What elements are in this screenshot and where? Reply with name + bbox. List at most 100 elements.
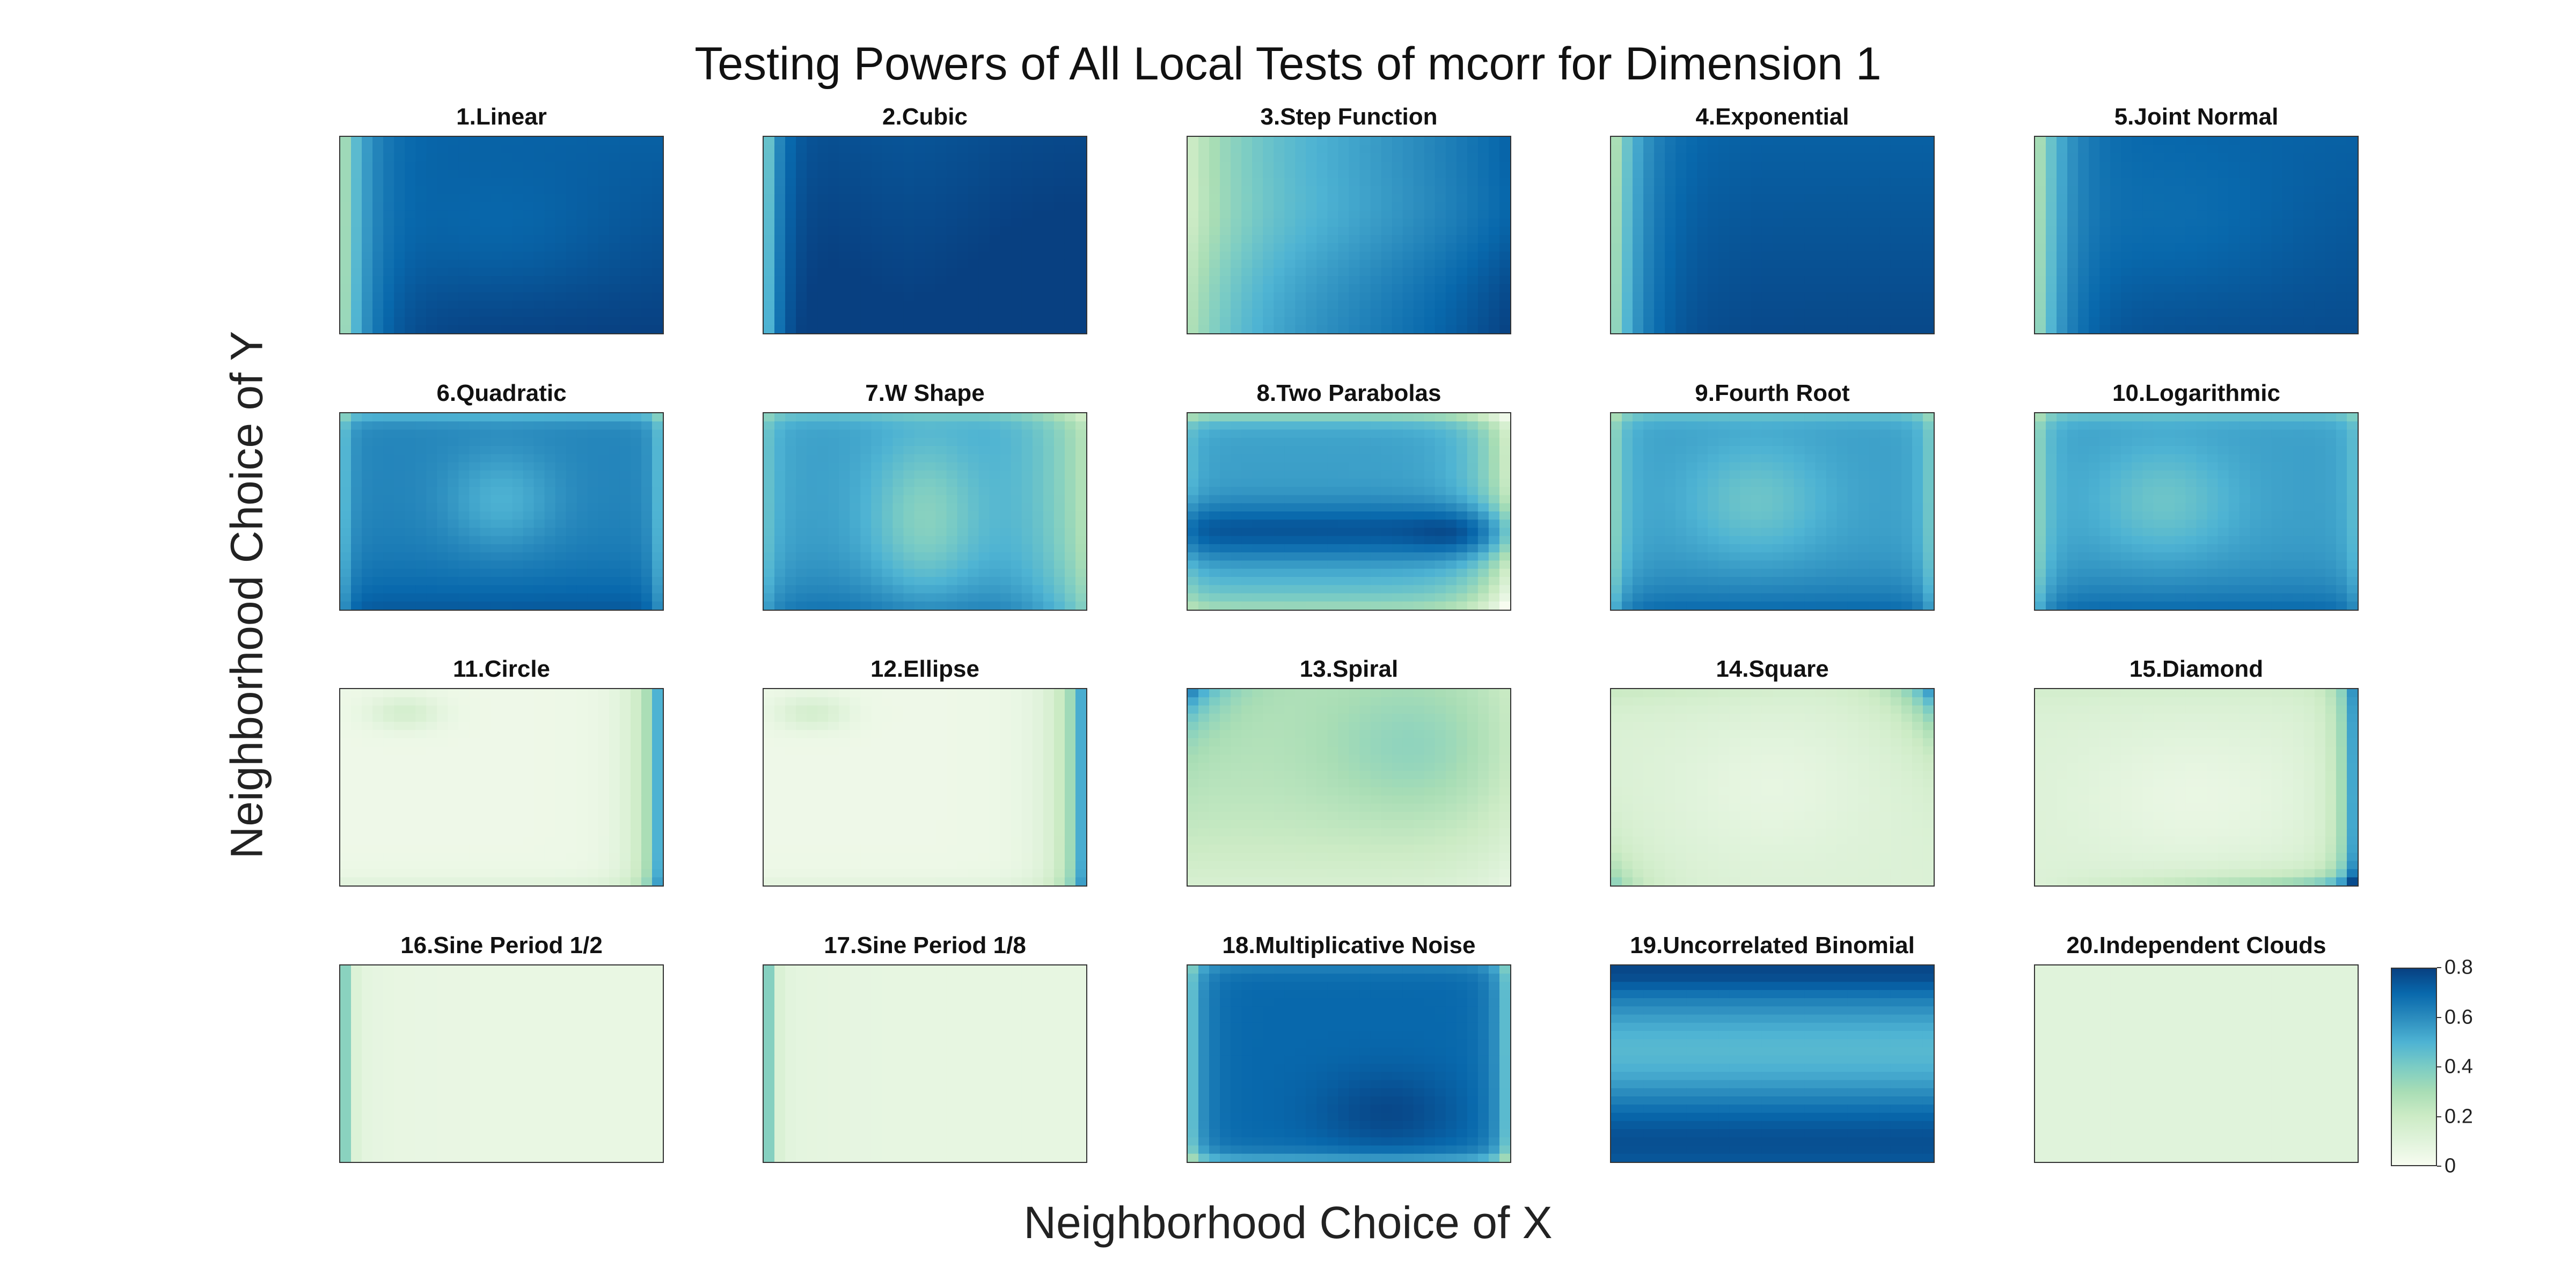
- heatmap-cell: [1064, 210, 1076, 219]
- heatmap-cell: [630, 268, 642, 276]
- heatmap-cell: [1729, 226, 1741, 236]
- heatmap-cell: [828, 479, 840, 487]
- heatmap-cell: [1922, 317, 1934, 326]
- heatmap-cell: [1445, 292, 1457, 301]
- heatmap-cell: [1295, 276, 1307, 285]
- heatmap-cell: [968, 429, 979, 438]
- heatmap-cell: [1633, 259, 1644, 268]
- heatmap-cell: [914, 153, 926, 162]
- heatmap-cell: [1456, 226, 1468, 236]
- heatmap-cell: [2207, 301, 2219, 309]
- heatmap-cell: [1220, 170, 1231, 178]
- heatmap-cell: [2196, 301, 2208, 309]
- heatmap-cell: [785, 544, 796, 553]
- heatmap-cell: [817, 268, 829, 276]
- heatmap-cell: [1392, 235, 1403, 244]
- heatmap-cell: [394, 503, 406, 512]
- heatmap-cell: [2303, 202, 2315, 211]
- heatmap-cell: [1011, 552, 1022, 561]
- heatmap-cell: [903, 292, 915, 301]
- heatmap-cell: [1633, 186, 1644, 195]
- heatmap-cell: [1000, 511, 1012, 520]
- heatmap-cell: [796, 470, 807, 479]
- heatmap-cell: [1815, 284, 1827, 293]
- heatmap-cell: [2153, 317, 2165, 326]
- heatmap-cell: [2293, 243, 2304, 252]
- heatmap-cell: [828, 421, 840, 430]
- heatmap-cell: [1858, 170, 1870, 178]
- heatmap-cell: [764, 568, 775, 577]
- heatmap-cell: [1000, 268, 1012, 276]
- heatmap-cell: [609, 454, 620, 463]
- heatmap-cell: [576, 577, 588, 586]
- heatmap-cell: [491, 325, 502, 333]
- heatmap-cell: [362, 413, 373, 422]
- heatmap-cell: [362, 487, 373, 496]
- heatmap-cell: [1836, 202, 1848, 211]
- heatmap-cell: [1435, 243, 1446, 252]
- heatmap-cell: [1740, 259, 1752, 268]
- heatmap-cell: [1729, 202, 1741, 211]
- heatmap-cell: [968, 317, 979, 326]
- heatmap-cell: [555, 301, 567, 309]
- heatmap-cell: [839, 161, 851, 170]
- heatmap-cell: [1359, 317, 1371, 326]
- heatmap-panel: 5.Joint Normal: [2034, 104, 2359, 334]
- heatmap-cell: [978, 544, 990, 553]
- heatmap-cell: [1252, 251, 1264, 260]
- heatmap-cell: [2239, 268, 2251, 276]
- heatmap-cell: [2067, 153, 2079, 162]
- heatmap-cell: [415, 511, 427, 520]
- heatmap-cell: [796, 218, 807, 228]
- heatmap-cell: [1043, 568, 1055, 577]
- heatmap-cell: [903, 145, 915, 154]
- heatmap-cell: [1011, 170, 1022, 178]
- heatmap-plot: [763, 412, 1087, 611]
- heatmap-cell: [1316, 235, 1328, 244]
- heatmap-cell: [458, 178, 470, 187]
- heatmap-cell: [968, 454, 979, 463]
- heatmap-cell: [1188, 137, 1199, 145]
- heatmap-cell: [2260, 186, 2272, 195]
- heatmap-cell: [1220, 153, 1231, 162]
- heatmap-cell: [1901, 284, 1913, 293]
- heatmap-cell: [1772, 235, 1784, 244]
- heatmap-cell: [1488, 170, 1500, 178]
- heatmap-cell: [1327, 317, 1339, 326]
- heatmap-cell: [426, 593, 438, 602]
- heatmap-cell: [2250, 268, 2262, 276]
- heatmap-cell: [523, 276, 535, 285]
- heatmap-cell: [1252, 309, 1264, 318]
- heatmap-cell: [1370, 259, 1382, 268]
- heatmap-cell: [458, 462, 470, 471]
- heatmap-cell: [957, 421, 969, 430]
- heatmap-cell: [576, 276, 588, 285]
- heatmap-cell: [652, 317, 663, 326]
- heatmap-cell: [523, 552, 535, 561]
- heatmap-cell: [1295, 259, 1307, 268]
- heatmap-cell: [652, 243, 663, 252]
- heatmap-cell: [501, 161, 513, 170]
- heatmap-cell: [1654, 309, 1665, 318]
- heatmap-cell: [1011, 577, 1022, 586]
- heatmap-cell: [1456, 309, 1468, 318]
- heatmap-cell: [817, 301, 829, 309]
- heatmap-cell: [978, 454, 990, 463]
- heatmap-cell: [501, 325, 513, 333]
- heatmap-cell: [2207, 178, 2219, 187]
- heatmap-cell: [882, 268, 894, 276]
- heatmap-cell: [555, 519, 567, 529]
- heatmap-cell: [1252, 276, 1264, 285]
- heatmap-cell: [2207, 317, 2219, 326]
- heatmap-cell: [785, 421, 796, 430]
- heatmap-cell: [2164, 251, 2176, 260]
- heatmap-cell: [372, 585, 384, 594]
- heatmap-cell: [2185, 202, 2197, 211]
- y-axis-label: Neighborhood Choice of Y: [221, 331, 272, 859]
- heatmap-cell: [1761, 235, 1773, 244]
- heatmap-cell: [576, 429, 588, 438]
- heatmap-cell: [652, 544, 663, 553]
- heatmap-cell: [1053, 462, 1065, 471]
- heatmap-cell: [340, 519, 352, 529]
- heatmap-cell: [1209, 259, 1220, 268]
